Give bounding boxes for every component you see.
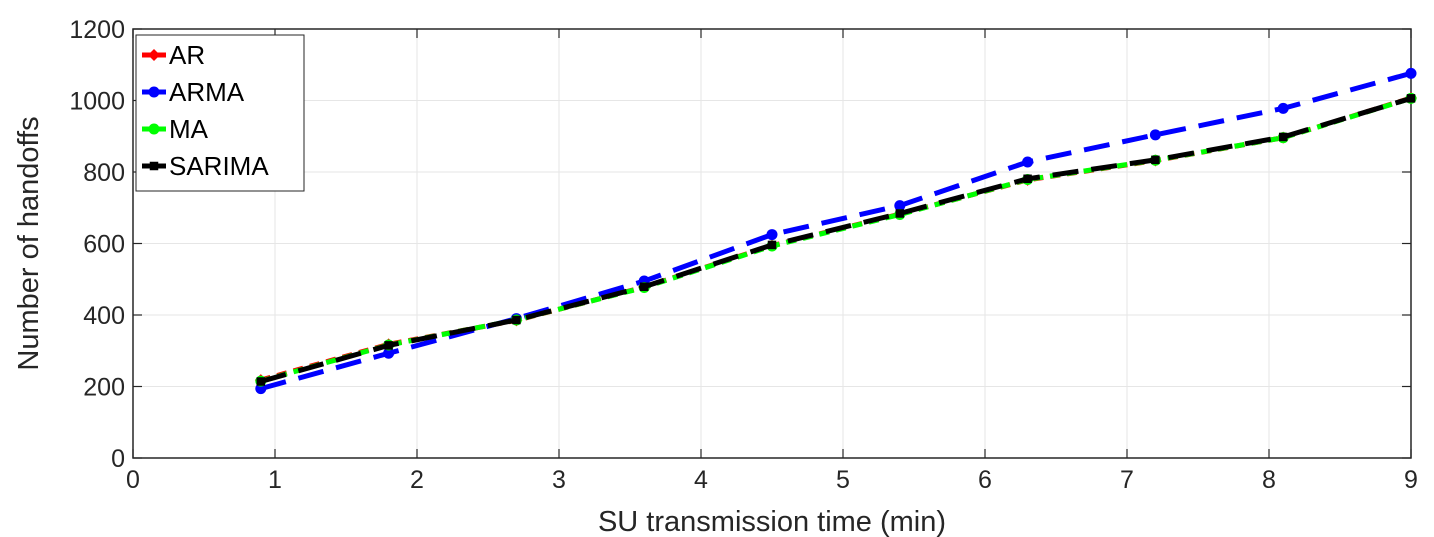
series-line xyxy=(260,70,1412,392)
legend-swatch-marker xyxy=(148,49,160,61)
y-tick-label: 0 xyxy=(111,445,125,473)
y-tick-label: 400 xyxy=(83,302,125,330)
data-point xyxy=(1278,132,1288,142)
y-tick-label: 600 xyxy=(83,231,125,259)
x-tick-label: 8 xyxy=(1262,466,1276,494)
legend-label: AR xyxy=(169,40,205,70)
data-point xyxy=(384,341,393,350)
x-tick-label: 9 xyxy=(1404,466,1418,494)
legend-label: ARMA xyxy=(169,77,245,107)
y-tick-label: 1200 xyxy=(69,16,125,44)
data-point xyxy=(1023,174,1032,184)
legend-label: SARIMA xyxy=(169,151,269,181)
data-point xyxy=(383,347,395,359)
legend-label: MA xyxy=(169,114,209,144)
y-axis-label: Number of handoffs xyxy=(13,116,45,370)
y-tick-label: 1000 xyxy=(69,88,125,116)
data-point xyxy=(1149,129,1161,141)
data-point xyxy=(1277,102,1289,114)
data-point xyxy=(1406,94,1416,103)
x-tick-label: 3 xyxy=(552,466,566,494)
legend: AR ARMA MA SARIMA xyxy=(135,34,305,192)
data-point xyxy=(894,200,906,212)
legend-item: SARIMA xyxy=(142,151,269,181)
legend-swatch-marker xyxy=(149,161,159,171)
legend-item: ARMA xyxy=(142,77,245,107)
series-lines xyxy=(254,67,1417,395)
x-tick-label: 4 xyxy=(694,466,708,494)
data-point xyxy=(639,282,649,292)
legend-item: MA xyxy=(142,114,209,144)
axis-ticks: 0 1 2 3 4 5 6 7 8 9 0 200 400 600 800 1000 1200 xyxy=(69,16,1418,494)
data-point xyxy=(1022,156,1034,168)
data-point xyxy=(1405,67,1417,79)
legend-swatch-marker xyxy=(148,123,160,135)
y-tick-label: 200 xyxy=(83,374,125,402)
data-point xyxy=(767,240,777,250)
y-tick-label: 800 xyxy=(83,159,125,187)
x-tick-label: 5 xyxy=(836,466,850,494)
data-point xyxy=(895,209,905,218)
data-point xyxy=(512,315,521,325)
legend-swatch-marker xyxy=(148,86,160,98)
data-point xyxy=(766,229,778,241)
x-tick-label: 7 xyxy=(1120,466,1134,494)
x-tick-label: 0 xyxy=(126,466,140,494)
data-point xyxy=(256,377,266,386)
legend-item: AR xyxy=(142,40,205,70)
data-point xyxy=(1151,155,1160,165)
x-tick-label: 2 xyxy=(410,466,424,494)
series-sarima xyxy=(256,94,1416,386)
x-tick-label: 6 xyxy=(978,466,992,494)
series-line xyxy=(260,95,1412,384)
x-tick-label: 1 xyxy=(268,466,282,494)
x-axis-label: SU transmission time (min) xyxy=(598,506,946,537)
